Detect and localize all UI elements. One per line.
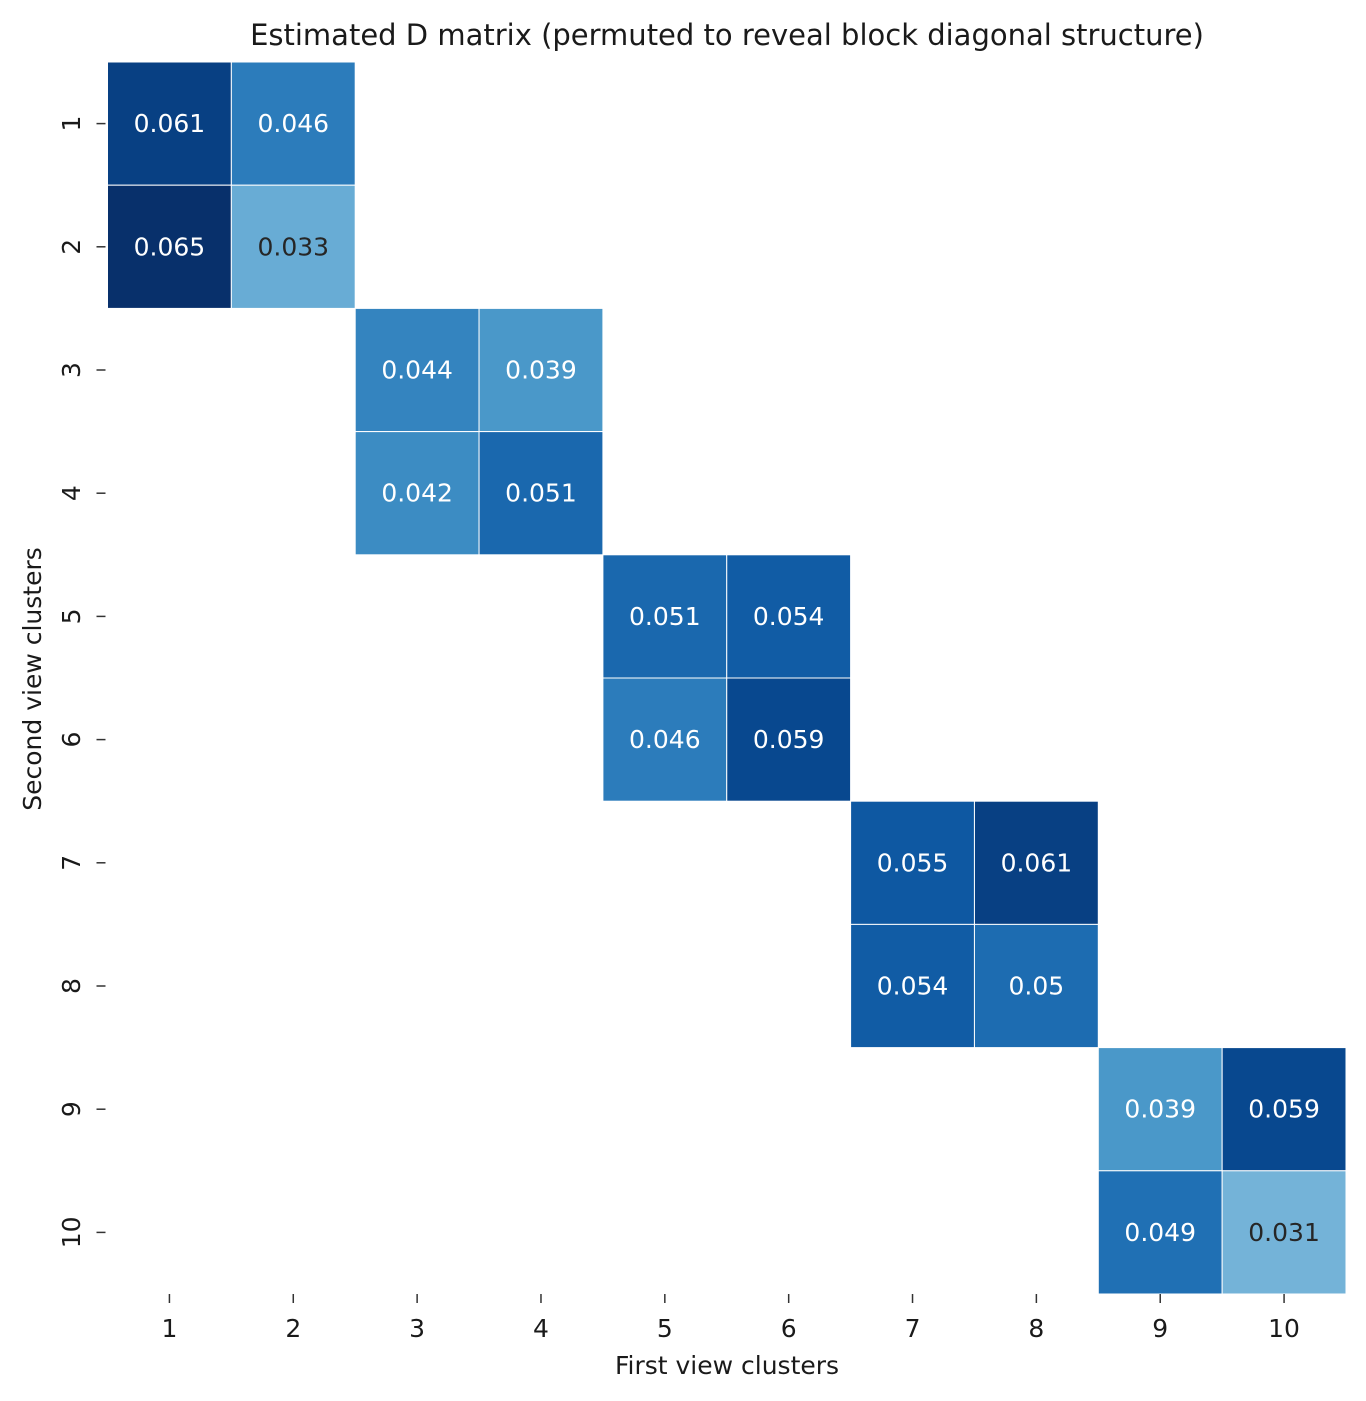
heatmap-cell [726,554,852,679]
cell-value-label: 0.061 [1001,848,1073,877]
x-tick-label: 1 [161,1314,177,1343]
heatmap-cell [973,800,1099,925]
cell-value-label: 0.054 [877,972,949,1001]
cell-value-label: 0.05 [1009,972,1065,1001]
cell-value-label: 0.046 [257,109,329,138]
cell-value-label: 0.051 [505,479,577,508]
x-axis-ticks: 1 2 3 4 5 6 7 8 9 10 [161,1294,1300,1343]
y-axis-ticks: 1 2 3 4 5 6 7 8 9 10 [57,116,106,1248]
y-tick-label: 1 [57,116,86,132]
heatmap-cell [1221,1047,1347,1172]
heatmap-cell [1097,1047,1223,1172]
heatmap-cell [1097,1170,1223,1295]
x-tick-label: 5 [657,1314,673,1343]
y-tick-label: 2 [57,239,86,255]
x-tick-label: 4 [533,1314,549,1343]
y-tick-label: 3 [57,362,86,378]
cell-value-label: 0.042 [381,479,453,508]
heatmap-cell [478,307,604,433]
x-tick-label: 8 [1028,1314,1044,1343]
cell-value-label: 0.061 [134,109,206,138]
y-tick-label: 7 [57,855,86,871]
x-tick-label: 9 [1152,1314,1168,1343]
cell-value-label: 0.046 [629,725,701,754]
heatmap-cell [107,61,232,186]
cell-value-label: 0.054 [753,602,825,631]
y-tick-label: 6 [57,732,86,748]
cell-value-label: 0.055 [877,848,949,877]
y-tick-label: 5 [57,608,86,624]
cell-value-label: 0.039 [505,356,577,385]
heatmap-cell [230,184,356,309]
chart-title: Estimated D matrix (permuted to reveal b… [250,18,1204,52]
heatmap-cell [478,431,604,556]
x-tick-label: 3 [409,1314,425,1343]
y-tick-label: 4 [57,485,86,501]
cell-value-label: 0.031 [1248,1218,1320,1247]
y-tick-label: 9 [57,1101,86,1117]
cell-value-label: 0.059 [1248,1095,1320,1124]
heatmap-cell [1221,1170,1347,1295]
x-tick-label: 2 [285,1314,301,1343]
heatmap-cells: 0.061 0.046 0.065 0.033 0.044 0.039 0.042 0.051… [107,61,1347,1295]
heatmap-cell [107,184,232,309]
x-tick-label: 10 [1268,1314,1300,1343]
x-axis-label: First view clusters [615,1351,839,1380]
heatmap-cell [354,307,480,433]
heatmap-cell [726,677,852,802]
y-tick-label: 8 [57,978,86,994]
cell-value-label: 0.051 [629,602,701,631]
cell-value-label: 0.044 [381,356,453,385]
heatmap-cell [850,923,975,1049]
cell-value-label: 0.039 [1124,1095,1196,1124]
heatmap-cell [973,923,1099,1049]
cell-value-label: 0.065 [134,232,206,261]
x-tick-label: 7 [905,1314,921,1343]
heatmap-cell [850,800,975,925]
x-tick-label: 6 [781,1314,797,1343]
heatmap-cell [354,431,480,556]
y-axis-label: Second view clusters [18,547,47,811]
cell-value-label: 0.033 [257,232,329,261]
heatmap-cell [230,61,356,186]
cell-value-label: 0.049 [1124,1218,1196,1247]
cell-value-label: 0.059 [753,725,825,754]
y-tick-label: 10 [57,1216,86,1248]
